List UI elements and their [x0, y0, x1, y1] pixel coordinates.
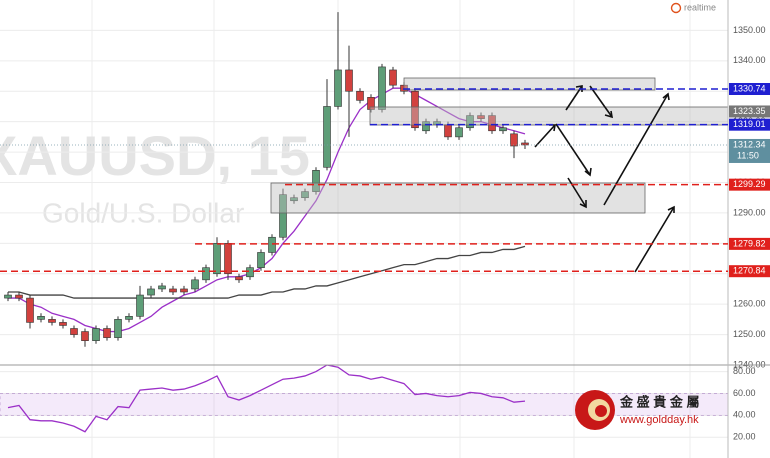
rsi-tick-label: 40.00	[733, 410, 756, 420]
candle-body	[235, 276, 243, 281]
level-label: 1319.01	[733, 119, 766, 129]
logo-url: www.goldday.hk	[619, 414, 699, 426]
logo: 金 盛 貴 金 屬 www.goldday.hk	[575, 390, 699, 430]
y-tick-label: 1250.00	[733, 329, 766, 339]
badge-icon	[670, 2, 682, 14]
candle-body	[180, 288, 188, 293]
candle-body	[202, 267, 210, 281]
candle-body	[444, 124, 452, 138]
candle-body	[37, 316, 45, 320]
candle-body	[103, 328, 111, 338]
level-label-box	[729, 118, 770, 131]
candle-body	[312, 170, 320, 192]
last-price-box	[729, 138, 770, 163]
candle-body	[70, 328, 78, 335]
candle-body	[477, 115, 485, 119]
y-tick-label: 1340.00	[733, 55, 766, 65]
level-label-box	[729, 105, 770, 118]
candle-body	[224, 243, 232, 275]
candle-body	[301, 191, 309, 199]
level-label: 1323.35	[733, 106, 766, 116]
y-tick-label: 1350.00	[733, 25, 766, 35]
candle-body	[411, 90, 419, 129]
candle-body	[334, 69, 342, 107]
candle-body	[290, 197, 298, 202]
candle-body	[81, 331, 89, 341]
candle-body	[169, 288, 177, 293]
candle-body	[488, 115, 496, 132]
candle-body	[466, 115, 474, 129]
candle-body	[323, 106, 331, 168]
candle-body	[147, 288, 155, 296]
candle-body	[378, 66, 386, 110]
candle-body	[510, 133, 518, 147]
candle-body	[367, 97, 375, 110]
candle-body	[268, 236, 276, 253]
rsi-line	[7, 364, 526, 433]
countdown: 11:50	[737, 150, 759, 160]
badge: realtime	[684, 2, 716, 12]
level-label: 1279.82	[733, 238, 766, 248]
candle-body	[191, 279, 199, 290]
candle-body	[4, 294, 12, 299]
candle-body	[499, 127, 507, 132]
y-tick-label: 1260.00	[733, 299, 766, 309]
level-label: 1299.29	[733, 179, 766, 189]
level-label: 1270.84	[733, 266, 766, 276]
level-label: 1330.74	[733, 83, 766, 93]
candle-body	[246, 267, 254, 278]
zones	[270, 77, 729, 214]
arrows	[534, 85, 675, 273]
y-tick-label: 1290.00	[733, 207, 766, 217]
rsi-band	[0, 393, 729, 416]
level-label-box	[729, 82, 770, 95]
candle-body	[213, 243, 221, 275]
candle-body	[48, 319, 56, 323]
candle-body	[114, 319, 122, 338]
candle-body	[455, 127, 463, 138]
rsi-tick-label: 20.00	[733, 432, 756, 442]
candle-body	[136, 294, 144, 317]
level-label-box	[729, 237, 770, 250]
level-label-box	[729, 178, 770, 191]
candle-body	[15, 294, 23, 299]
candle-body	[356, 90, 364, 101]
candle-body	[125, 316, 133, 320]
candle-body	[345, 69, 353, 92]
last-price-label: 1312.34	[733, 139, 766, 149]
candle-body	[92, 328, 100, 341]
rsi-tick-label: 60.00	[733, 388, 756, 398]
watermark: XAUUSD, 15	[0, 124, 310, 187]
logo-name: 金 盛 貴 金 屬	[619, 394, 699, 409]
candle-body	[59, 322, 67, 326]
moving-average	[8, 87, 526, 333]
y-tick-label: 1240.00	[733, 359, 766, 369]
candle-body	[422, 121, 430, 132]
candle-body	[26, 297, 34, 323]
rsi-tick-label: 80.00	[733, 366, 756, 376]
candle-body	[158, 285, 166, 290]
candle-body	[257, 252, 265, 268]
candle-body	[389, 69, 397, 86]
moving-average	[8, 245, 526, 299]
candle-body	[279, 194, 287, 238]
level-label-box	[729, 265, 770, 278]
